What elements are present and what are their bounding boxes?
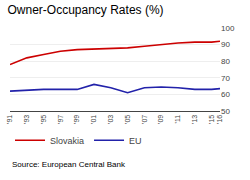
svg-text:90: 90 [221,40,230,49]
svg-text:'97: '97 [57,115,64,124]
svg-text:'05: '05 [124,115,131,124]
svg-text:'03: '03 [107,115,114,124]
svg-text:'01: '01 [90,115,97,124]
svg-text:'16: '16 [216,115,223,124]
svg-text:'15: '15 [208,115,215,124]
svg-text:Slovakia: Slovakia [50,136,84,146]
svg-text:'09: '09 [157,115,164,124]
svg-text:80: 80 [221,57,230,66]
svg-text:60: 60 [221,90,230,99]
svg-text:50: 50 [221,107,230,116]
svg-text:'07: '07 [141,115,148,124]
svg-text:'13: '13 [191,115,198,124]
svg-text:EU: EU [129,136,142,146]
svg-text:100: 100 [221,24,235,33]
svg-text:'91: '91 [6,115,13,124]
svg-text:'95: '95 [40,115,47,124]
svg-text:'93: '93 [23,115,30,124]
svg-text:Source: European Central Bank: Source: European Central Bank [12,160,126,169]
svg-text:Owner-Occupancy Rates (%): Owner-Occupancy Rates (%) [8,3,164,17]
svg-text:'99: '99 [73,115,80,124]
svg-text:70: 70 [221,74,230,83]
svg-text:'11: '11 [174,115,181,124]
